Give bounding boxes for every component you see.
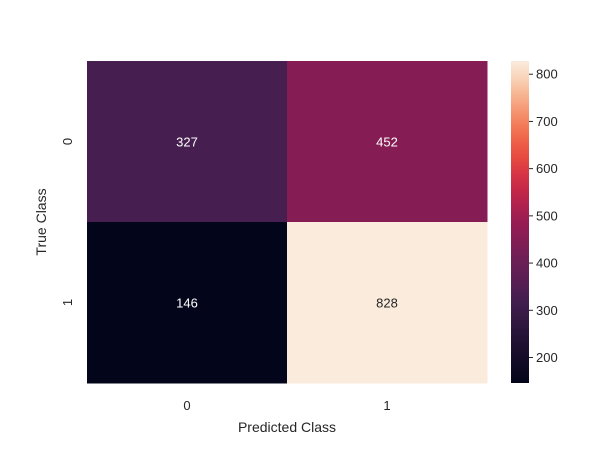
- colorbar-tick-label-6: 800: [536, 67, 558, 82]
- y-tick-label-0: 0: [60, 138, 75, 145]
- y-tick-label-1: 1: [60, 299, 75, 306]
- heatmap-cell-1-0: [87, 222, 288, 384]
- cell-value-1-1: 828: [376, 296, 398, 311]
- cell-labels: 327 452 146 828: [176, 135, 398, 311]
- x-tick-label-0: 0: [183, 398, 190, 413]
- cell-value-0-1: 452: [376, 135, 398, 150]
- cell-value-0-0: 327: [176, 135, 198, 150]
- colorbar-tick-label-2: 400: [536, 256, 558, 271]
- heatmap-cell-1-1: [287, 222, 488, 384]
- heatmap-cell-0-0: [87, 61, 288, 223]
- colorbar-tick-label-3: 500: [536, 208, 558, 223]
- y-axis-ticks: 01: [60, 138, 75, 306]
- x-tick-label-1: 1: [383, 398, 390, 413]
- colorbar-tick-label-1: 300: [536, 303, 558, 318]
- colorbar-ticks: 200 300 400 500 600 700 800: [529, 67, 558, 365]
- heatmap-cell-0-1: [287, 61, 488, 223]
- cell-value-1-0: 146: [176, 296, 198, 311]
- colorbar-tick-label-4: 600: [536, 161, 558, 176]
- x-axis-label: Predicted Class: [238, 419, 336, 435]
- colorbar-tick-label-0: 200: [536, 350, 558, 365]
- colorbar-tick-label-5: 700: [536, 114, 558, 129]
- y-axis-label: True Class: [33, 188, 49, 255]
- colorbar: [511, 61, 529, 383]
- heatmap-cells: [87, 61, 488, 384]
